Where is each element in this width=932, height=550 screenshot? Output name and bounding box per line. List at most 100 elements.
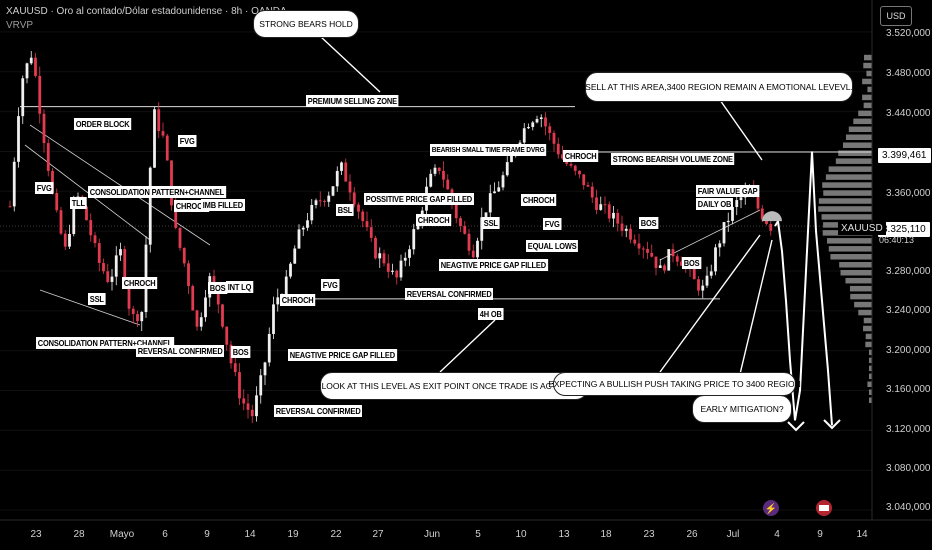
candle-body bbox=[34, 57, 37, 76]
tag-fvg: FVG bbox=[178, 135, 197, 147]
callout-exit-point: LOOK AT THIS LEVEL AS EXIT POINT ONCE TR… bbox=[320, 372, 588, 400]
tag-bos: BOS bbox=[208, 282, 228, 294]
candle-body bbox=[701, 285, 705, 291]
time-tick: 22 bbox=[330, 529, 342, 540]
candle-body bbox=[85, 206, 88, 221]
candle-body bbox=[21, 78, 25, 117]
candle-body bbox=[599, 204, 603, 210]
tag-reversal-confirmed: REVERSAL CONFIRMED bbox=[405, 288, 494, 300]
callout-pointer bbox=[659, 234, 761, 373]
volume-bar bbox=[865, 341, 872, 348]
candle-body bbox=[297, 229, 301, 249]
volume-bar bbox=[854, 301, 872, 308]
volume-bar bbox=[835, 158, 872, 164]
time-tick: 6 bbox=[162, 529, 168, 540]
tag-order-block: ORDER BLOCK bbox=[74, 118, 132, 130]
tag-ssl: SSL bbox=[88, 293, 106, 305]
tag-imb-filled: IMB FILLED bbox=[201, 199, 245, 211]
candle-body bbox=[603, 204, 607, 206]
candle-body bbox=[582, 174, 586, 186]
candle-body bbox=[131, 308, 135, 315]
currency-button[interactable]: USD bbox=[880, 6, 912, 26]
candle-body bbox=[344, 162, 348, 182]
candle-body bbox=[127, 285, 131, 309]
candle-body bbox=[314, 200, 318, 206]
candle-body bbox=[323, 201, 326, 203]
candle-body bbox=[624, 228, 628, 231]
time-tick: 28 bbox=[73, 529, 85, 540]
candle-body bbox=[391, 270, 394, 272]
candle-body bbox=[403, 257, 407, 261]
time-tick: 4 bbox=[774, 529, 780, 540]
price-tick: 3.480,000 bbox=[886, 68, 931, 79]
tag-bos: BOS bbox=[682, 257, 702, 269]
tag-fair-value-gap: FAIR VALUE GAP bbox=[696, 185, 760, 197]
price-tick: 3.280,000 bbox=[886, 266, 931, 277]
candle-body bbox=[735, 200, 739, 207]
candle-body bbox=[25, 63, 29, 79]
candle-body bbox=[55, 192, 59, 211]
tag-chroch: CHROCH bbox=[280, 294, 316, 306]
candle-body bbox=[102, 262, 105, 272]
tag-consolidation: CONSOLIDATION PATTERN+CHANNEL bbox=[88, 186, 226, 198]
candle-body bbox=[705, 275, 709, 286]
candle-body bbox=[276, 297, 280, 305]
candle-body bbox=[646, 248, 649, 253]
volume-bar bbox=[830, 254, 872, 260]
candle-body bbox=[238, 372, 241, 399]
candle-body bbox=[573, 165, 577, 171]
annotation-lines bbox=[0, 35, 872, 396]
indicator-label: VRVP bbox=[6, 20, 34, 31]
volume-bar bbox=[862, 94, 872, 101]
candle-body bbox=[225, 326, 229, 345]
candle-body bbox=[765, 219, 768, 224]
time-tick: 9 bbox=[204, 529, 210, 540]
callout-pointer bbox=[719, 99, 763, 161]
candle-body bbox=[106, 271, 110, 282]
candle-body bbox=[731, 206, 734, 221]
candle-body bbox=[437, 167, 441, 171]
candle-body bbox=[327, 195, 331, 202]
candle-body bbox=[612, 212, 615, 219]
volume-bar bbox=[845, 277, 872, 284]
time-tick: 14 bbox=[856, 529, 868, 540]
symbol-title: XAUUSD · Oro al contado/Dólar estadounid… bbox=[6, 6, 287, 17]
callout-strong-bears-hold: STRONG BEARS HOLD bbox=[253, 10, 359, 38]
candle-body bbox=[595, 197, 598, 210]
candle-body bbox=[578, 170, 581, 175]
candle-body bbox=[722, 222, 726, 244]
candle-body bbox=[488, 193, 492, 213]
volume-bar bbox=[863, 317, 872, 324]
volume-bar bbox=[838, 150, 872, 156]
callout-pointer bbox=[319, 35, 381, 93]
candle-body bbox=[667, 249, 671, 271]
symbol-price-flag: XAUUSD bbox=[838, 222, 886, 235]
volume-bar bbox=[826, 238, 872, 244]
tag-ssl: SSL bbox=[482, 217, 500, 229]
candle-body bbox=[382, 253, 386, 264]
lightning-event-icon[interactable] bbox=[763, 500, 779, 516]
candle-body bbox=[242, 398, 246, 404]
candle-body bbox=[331, 186, 335, 196]
volume-bar bbox=[839, 262, 872, 268]
current-price-label: 3.325,110 bbox=[878, 222, 930, 237]
candle-body bbox=[548, 126, 552, 133]
flag-glyph bbox=[819, 505, 829, 511]
volume-bar bbox=[863, 325, 872, 332]
candle-body bbox=[692, 268, 696, 280]
time-tick: 27 bbox=[372, 529, 384, 540]
volume-bar bbox=[869, 373, 872, 380]
volume-bar bbox=[848, 126, 872, 133]
callout-sell-area: SELL AT THIS AREA,3400 REGION REMAIN A E… bbox=[585, 72, 853, 102]
candle-body bbox=[671, 249, 675, 257]
volume-bar bbox=[862, 78, 872, 85]
price-tick: 3.120,000 bbox=[886, 424, 931, 435]
volume-bar bbox=[858, 309, 872, 316]
current-price: 3.325,110 bbox=[882, 224, 926, 235]
volume-bar bbox=[828, 246, 872, 252]
price-tick: 3.240,000 bbox=[886, 305, 931, 316]
candle-body bbox=[590, 186, 594, 198]
candle-body bbox=[289, 263, 292, 277]
candle-body bbox=[348, 181, 352, 193]
